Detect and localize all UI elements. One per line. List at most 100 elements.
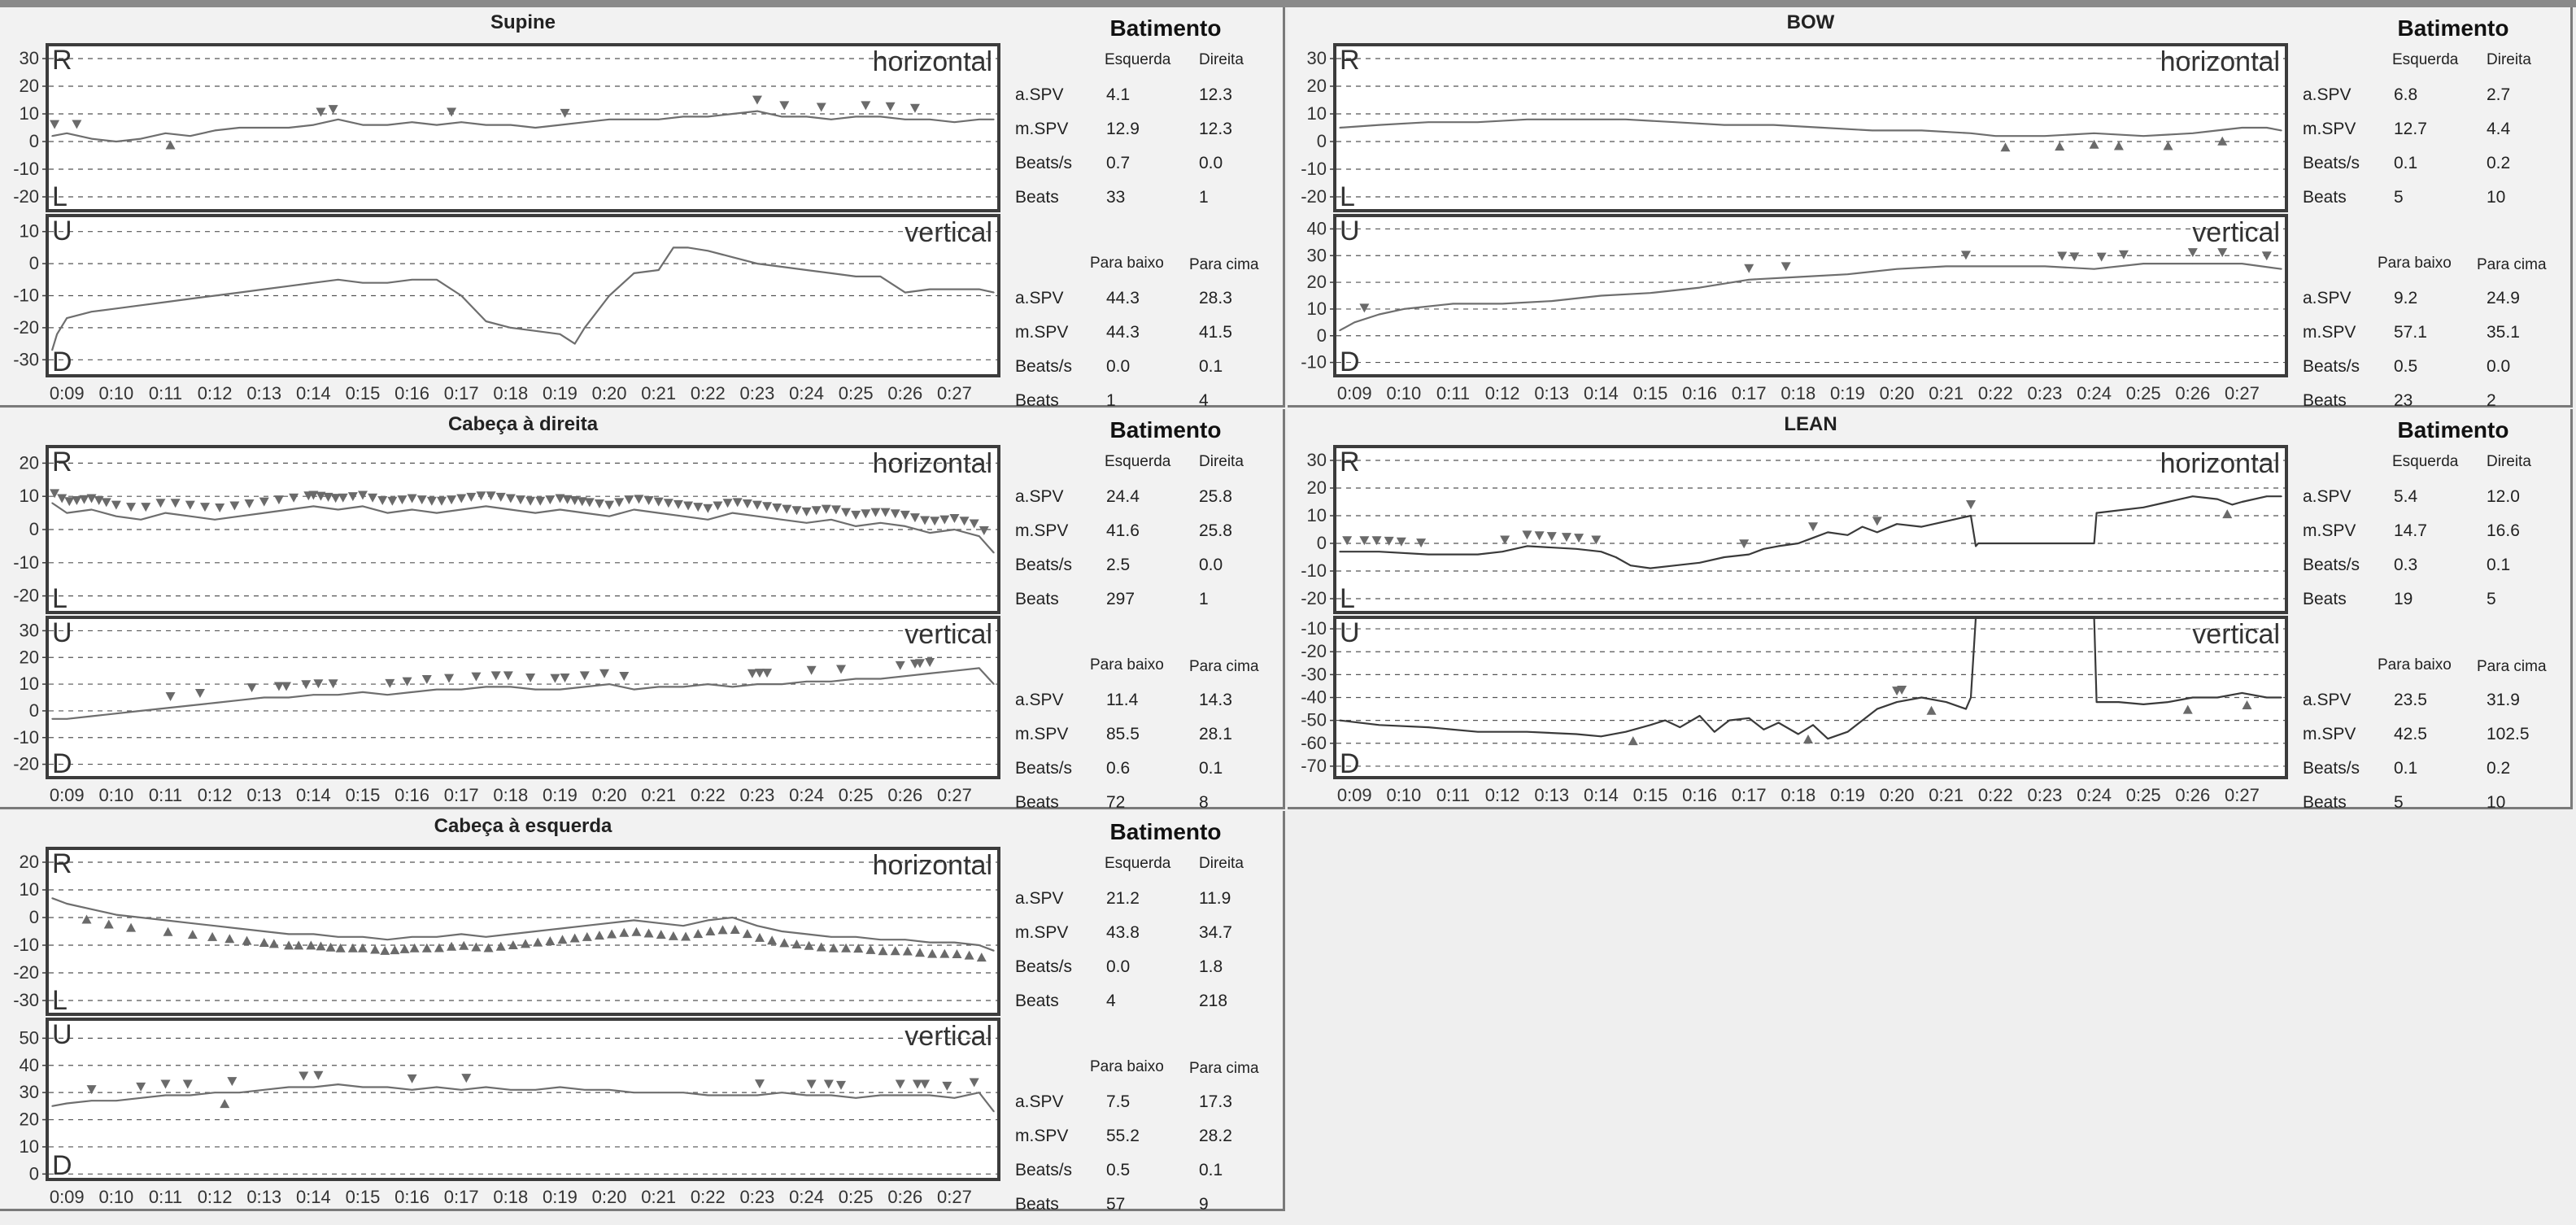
data-point: [1920, 696, 1923, 699]
beat-marker-down: [1561, 533, 1571, 543]
data-point: [1403, 308, 1405, 310]
y-tick-label: -10: [1301, 352, 1327, 373]
data-point: [337, 279, 339, 281]
data-point: [116, 713, 117, 714]
data-point: [263, 512, 265, 514]
data-point: [214, 129, 216, 132]
beat-marker-down: [456, 494, 467, 504]
beat-marker-down: [182, 1079, 193, 1089]
header-direita: Direita: [1199, 51, 1244, 68]
row-label: m.SPV: [1015, 120, 1069, 138]
top-direction-letter: U: [52, 216, 72, 246]
row-label: Beats: [1015, 590, 1059, 608]
value-left: 9.2: [2394, 289, 2418, 307]
x-tick-label: 0:22: [691, 785, 726, 805]
beat-marker-down: [515, 495, 525, 505]
beat-marker-up: [767, 935, 778, 945]
data-point: [2231, 504, 2234, 506]
beat-marker-down: [289, 493, 299, 503]
beat-marker-down: [614, 498, 625, 508]
beat-marker-down: [101, 498, 111, 508]
beat-marker-down: [880, 508, 891, 517]
panel-title: Cabeça à esquerda: [434, 815, 612, 837]
x-tick-label: 0:26: [887, 1187, 922, 1207]
data-point: [66, 317, 68, 319]
data-point: [781, 931, 783, 932]
x-tick-label: 0:22: [691, 1187, 726, 1207]
data-point: [1920, 525, 1923, 528]
y-tick-label: 20: [20, 1109, 39, 1130]
data-point: [51, 349, 53, 351]
value-left: 4.1: [1106, 85, 1131, 104]
data-point: [2216, 498, 2218, 500]
beat-marker-down: [1872, 517, 1882, 526]
bottom-direction-letter: L: [52, 985, 68, 1016]
data-point: [2044, 135, 2046, 137]
data-point: [1970, 515, 1972, 517]
beat-marker-down: [86, 1085, 97, 1095]
beat-marker-up: [668, 931, 678, 940]
beat-marker-up: [347, 943, 358, 953]
data-point: [1698, 286, 1701, 289]
data-point: [731, 917, 734, 918]
data-point: [337, 119, 339, 120]
header-esquerda: Esquerda: [1105, 855, 1171, 872]
data-point: [66, 133, 68, 134]
data-point: [510, 1089, 512, 1091]
data-point: [731, 512, 734, 514]
data-point: [214, 518, 216, 521]
data-point: [559, 333, 561, 335]
value-right: 12.0: [2487, 487, 2520, 506]
data-point: [583, 327, 586, 329]
top-direction-letter: U: [52, 1019, 72, 1050]
data-point: [2142, 507, 2144, 508]
data-point: [756, 110, 758, 112]
beat-marker-up: [853, 944, 864, 953]
header-esquerda: Esquerda: [1105, 453, 1171, 470]
data-point: [1777, 721, 1780, 724]
data-point: [238, 127, 241, 129]
data-point: [337, 1083, 339, 1085]
data-point: [510, 933, 512, 935]
data-point: [756, 1094, 758, 1096]
y-tick-label: 10: [1307, 103, 1327, 124]
beat-marker-down: [1359, 536, 1370, 546]
data-point: [263, 127, 265, 129]
x-tick-label: 0:23: [740, 1187, 775, 1207]
y-tick-label: -20: [13, 586, 39, 606]
beat-marker-down: [229, 501, 240, 511]
y-tick-label: 0: [29, 1163, 39, 1184]
data-point: [2095, 512, 2098, 514]
y-tick-label: 20: [20, 852, 39, 872]
data-point: [1452, 303, 1454, 305]
data-point: [485, 686, 487, 688]
beat-marker-up: [306, 940, 316, 950]
beat-marker-down: [861, 101, 871, 111]
beat-marker-down: [895, 1079, 905, 1089]
chart-svg: LEAN3020100-10-20RLhorizontal-10-20-30-4…: [1301, 413, 2288, 805]
value-left: 0.5: [2394, 357, 2418, 376]
data-point: [164, 1094, 167, 1096]
beat-marker-down: [545, 495, 556, 505]
data-point: [2216, 696, 2218, 699]
data-point: [993, 1110, 995, 1113]
beat-marker-down: [227, 1077, 238, 1087]
data-point: [436, 1086, 438, 1088]
y-tick-label: 0: [1317, 533, 1327, 553]
data-point: [805, 522, 808, 524]
x-tick-label: 0:25: [839, 785, 874, 805]
beat-marker-down: [165, 691, 176, 701]
beat-marker-down: [72, 495, 82, 505]
beat-marker-down: [377, 495, 388, 505]
x-tick-label: 0:17: [1732, 383, 1767, 403]
data-point: [879, 1094, 882, 1096]
beat-marker-up: [335, 943, 346, 953]
row-label: a.SPV: [1015, 889, 1064, 908]
bottom-direction-letter: L: [52, 583, 68, 614]
y-tick-label: -30: [13, 349, 39, 369]
data-point: [805, 933, 808, 935]
data-point: [1798, 733, 1799, 735]
beat-marker-down: [920, 516, 931, 525]
beat-marker-down: [594, 499, 604, 509]
